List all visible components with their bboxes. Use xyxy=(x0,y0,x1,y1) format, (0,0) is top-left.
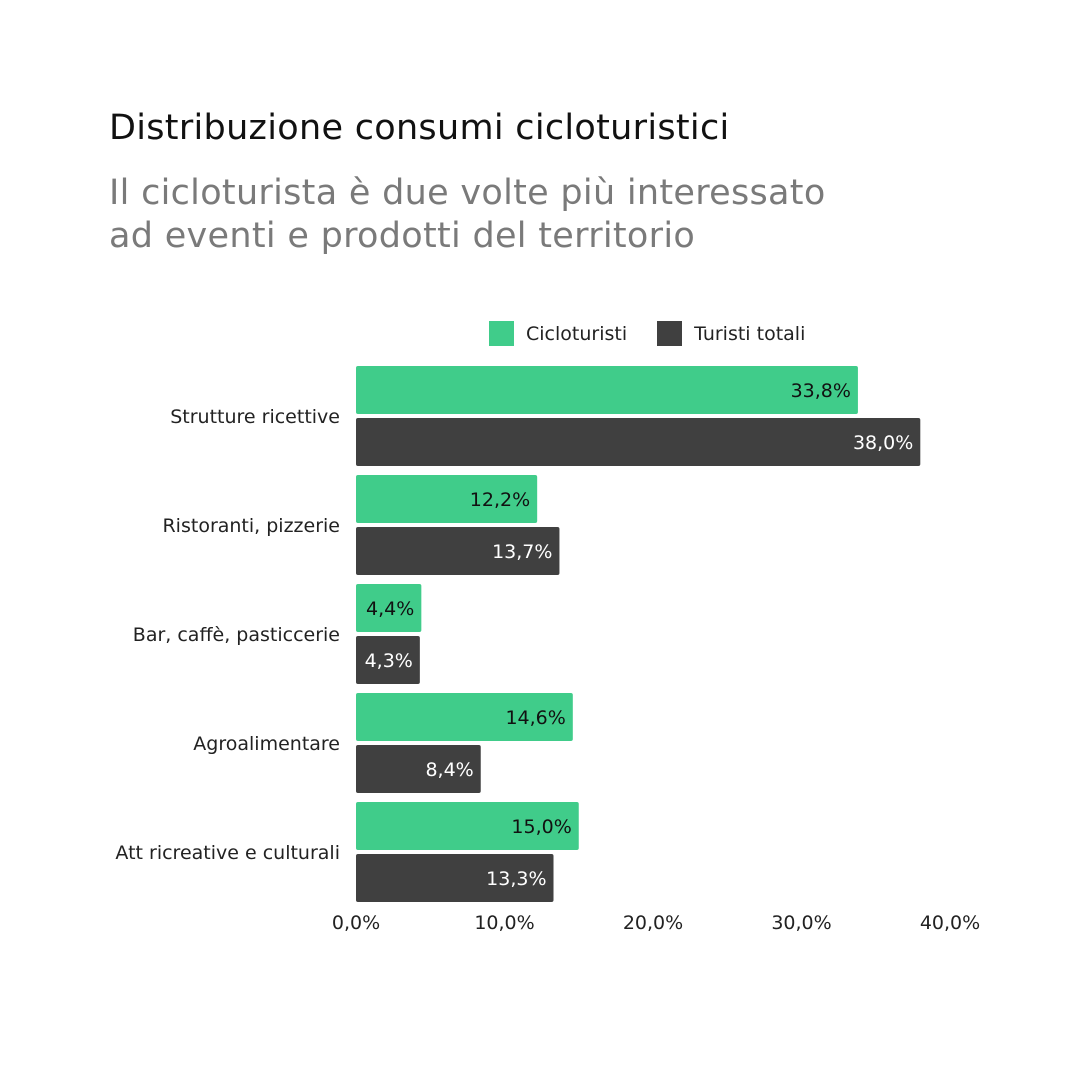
bar-turisti-totali xyxy=(356,527,560,575)
bar-cicloturisti xyxy=(356,802,579,850)
category-label: Att ricreative e culturali xyxy=(115,842,340,864)
data-label: 8,4% xyxy=(425,759,473,781)
legend-swatch-turisti-totali xyxy=(657,321,683,346)
x-tick-label: 20,0% xyxy=(623,912,683,934)
bar-cicloturisti xyxy=(356,584,422,632)
category-label: Agroalimentare xyxy=(193,733,340,755)
data-label: 15,0% xyxy=(511,816,571,838)
legend-swatch-cicloturisti xyxy=(489,321,514,346)
subtitle-line-2: ad eventi e prodotti del territorio xyxy=(109,216,696,256)
bar-cicloturisti xyxy=(356,475,538,523)
bar-turisti-totali xyxy=(356,418,921,466)
bar-cicloturisti xyxy=(356,693,573,741)
category-label: Ristoranti, pizzerie xyxy=(162,515,340,537)
x-tick-label: 30,0% xyxy=(771,912,831,934)
subtitle-line-1: Il cicloturista è due volte più interess… xyxy=(109,173,826,213)
bar-turisti-totali xyxy=(356,636,420,684)
category-label: Bar, caffè, pasticcerie xyxy=(133,624,340,646)
data-label: 4,3% xyxy=(365,650,413,672)
legend-item-cicloturisti: Cicloturisti xyxy=(489,321,627,346)
chart-title: Distribuzione consumi cicloturistici xyxy=(109,108,730,148)
data-label: 33,8% xyxy=(791,380,851,402)
data-label: 4,4% xyxy=(366,598,414,620)
chart-legend: Cicloturisti Turisti totali xyxy=(489,321,805,346)
bar-turisti-totali xyxy=(356,854,554,902)
data-label: 12,2% xyxy=(470,489,530,511)
legend-label-cicloturisti: Cicloturisti xyxy=(526,322,628,345)
x-tick-label: 10,0% xyxy=(474,912,534,934)
legend-label-turisti-totali: Turisti totali xyxy=(694,322,806,345)
x-tick-label: 0,0% xyxy=(332,912,380,934)
legend-item-turisti-totali: Turisti totali xyxy=(657,321,805,346)
bar-cicloturisti xyxy=(356,366,858,414)
data-label: 14,6% xyxy=(505,707,565,729)
x-tick-label: 40,0% xyxy=(920,912,980,934)
bar-turisti-totali xyxy=(356,745,481,793)
data-label: 13,3% xyxy=(486,868,546,890)
data-label: 38,0% xyxy=(853,432,913,454)
chart-subtitle: Il cicloturista è due volte più interess… xyxy=(109,172,826,258)
category-label: Strutture ricettive xyxy=(170,406,340,428)
data-label: 13,7% xyxy=(492,541,552,563)
